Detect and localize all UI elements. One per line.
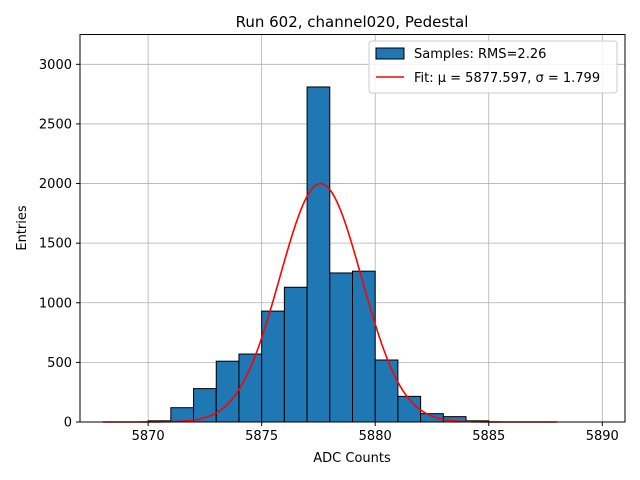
histogram-bar xyxy=(238,353,263,423)
y-tick-label: 1500 xyxy=(39,237,72,252)
legend: Samples: RMS=2.26 Fit: μ = 5877.597, σ =… xyxy=(368,40,618,94)
x-axis-ticks: 5870 5875 5880 5885 5890 xyxy=(132,422,619,444)
chart-title: Run 602, channel020, Pedestal xyxy=(236,13,469,31)
y-tick-label: 2000 xyxy=(39,177,72,192)
y-axis-ticks: 0 500 1000 1500 2000 2500 3000 xyxy=(39,58,80,431)
histogram-bar xyxy=(374,359,399,423)
legend-samples-swatch xyxy=(375,47,405,60)
y-axis-label: Entries xyxy=(15,205,30,251)
histogram-bar xyxy=(215,360,240,423)
x-tick-label: 5870 xyxy=(132,429,165,444)
legend-fit-label: Fit: μ = 5877.597, σ = 1.799 xyxy=(414,71,600,86)
y-tick-label: 0 xyxy=(64,416,72,431)
x-axis-label: ADC Counts xyxy=(313,451,391,466)
legend-box xyxy=(368,40,618,94)
y-tick-label: 1000 xyxy=(39,296,72,311)
plot-frame xyxy=(79,34,626,423)
y-tick-label: 2500 xyxy=(39,117,72,132)
histogram-bar xyxy=(306,86,331,423)
grid xyxy=(80,34,625,423)
x-tick-label: 5885 xyxy=(472,429,505,444)
histogram-bar xyxy=(329,272,353,423)
x-tick-label: 5890 xyxy=(586,429,619,444)
x-tick-label: 5880 xyxy=(359,429,392,444)
y-tick-label: 3000 xyxy=(39,58,72,73)
histogram-bar xyxy=(283,286,308,423)
histogram-bars xyxy=(147,86,490,423)
y-tick-label: 500 xyxy=(47,356,72,371)
histogram-bar xyxy=(352,270,376,423)
legend-samples-label: Samples: RMS=2.26 xyxy=(414,47,546,62)
x-tick-label: 5875 xyxy=(245,429,278,444)
